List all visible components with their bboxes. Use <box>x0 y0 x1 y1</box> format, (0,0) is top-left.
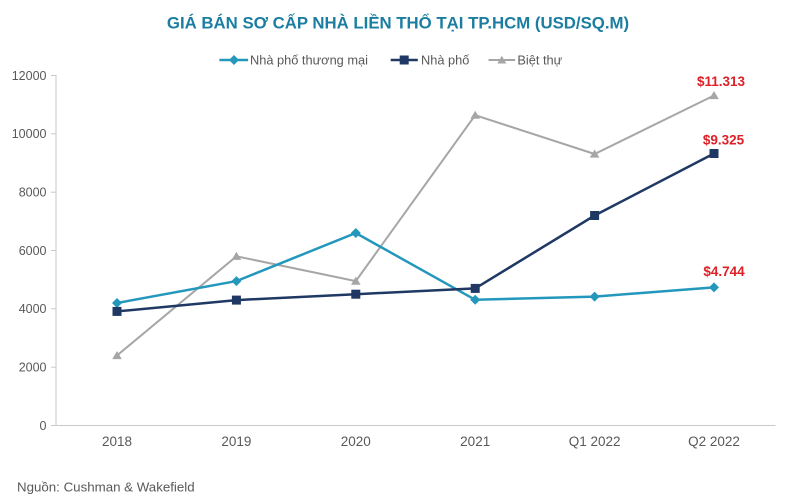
svg-text:GIÁ BÁN SƠ CẤP NHÀ LIỀN THỔ TẠ: GIÁ BÁN SƠ CẤP NHÀ LIỀN THỔ TẠI TP.HCM (… <box>167 14 629 33</box>
svg-text:2019: 2019 <box>221 434 251 449</box>
svg-text:Q2 2022: Q2 2022 <box>688 434 740 449</box>
svg-text:$4.744: $4.744 <box>703 264 745 279</box>
svg-text:$9.325: $9.325 <box>703 133 745 148</box>
svg-text:0: 0 <box>40 419 47 433</box>
svg-text:2018: 2018 <box>102 434 132 449</box>
svg-text:10000: 10000 <box>12 127 47 141</box>
svg-text:2020: 2020 <box>341 434 371 449</box>
svg-text:Nguồn: Cushman & Wakefield: Nguồn: Cushman & Wakefield <box>17 480 195 495</box>
svg-text:Nhà phố: Nhà phố <box>421 53 469 68</box>
svg-text:Q1 2022: Q1 2022 <box>569 434 621 449</box>
svg-text:2000: 2000 <box>19 361 47 375</box>
svg-text:4000: 4000 <box>19 302 47 316</box>
svg-text:$11.313: $11.313 <box>697 74 746 89</box>
svg-text:Nhà phố thương mại: Nhà phố thương mại <box>250 53 368 68</box>
svg-text:Biệt thự: Biệt thự <box>517 53 562 68</box>
svg-text:8000: 8000 <box>19 186 47 200</box>
svg-text:6000: 6000 <box>19 244 47 258</box>
svg-text:12000: 12000 <box>12 69 47 83</box>
svg-text:2021: 2021 <box>460 434 490 449</box>
